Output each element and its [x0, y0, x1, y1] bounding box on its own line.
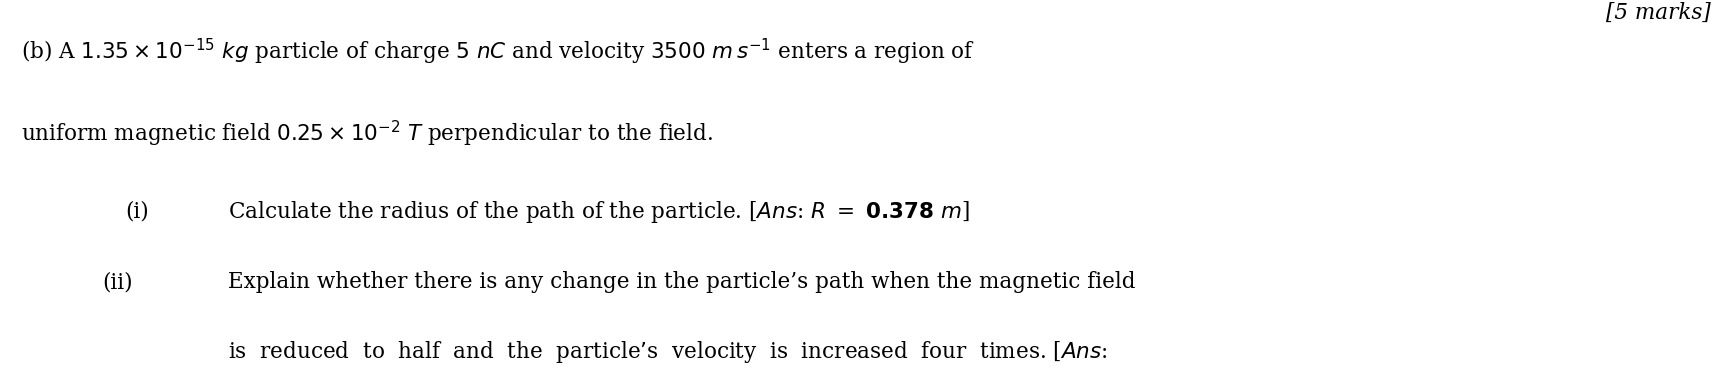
Text: (i): (i): [125, 201, 149, 223]
Text: Calculate the radius of the path of the particle. [$\mathbf{\mathit{Ans}}$: $\ma: Calculate the radius of the path of the …: [228, 199, 969, 225]
Text: [5 marks]: [5 marks]: [1606, 2, 1710, 24]
Text: (b) A $1.35 \times 10^{-15}$ $\mathit{kg}$ particle of charge $5$ $\mathit{nC}$ : (b) A $1.35 \times 10^{-15}$ $\mathit{kg…: [21, 37, 974, 67]
Text: (ii): (ii): [103, 271, 134, 293]
Text: is  reduced  to  half  and  the  particle’s  velocity  is  increased  four  time: is reduced to half and the particle’s ve…: [228, 339, 1108, 365]
Text: Explain whether there is any change in the particle’s path when the magnetic fie: Explain whether there is any change in t…: [228, 271, 1135, 293]
Text: uniform magnetic field $0.25 \times 10^{-2}$ $\mathit{T}$ perpendicular to the f: uniform magnetic field $0.25 \times 10^{…: [21, 119, 712, 149]
